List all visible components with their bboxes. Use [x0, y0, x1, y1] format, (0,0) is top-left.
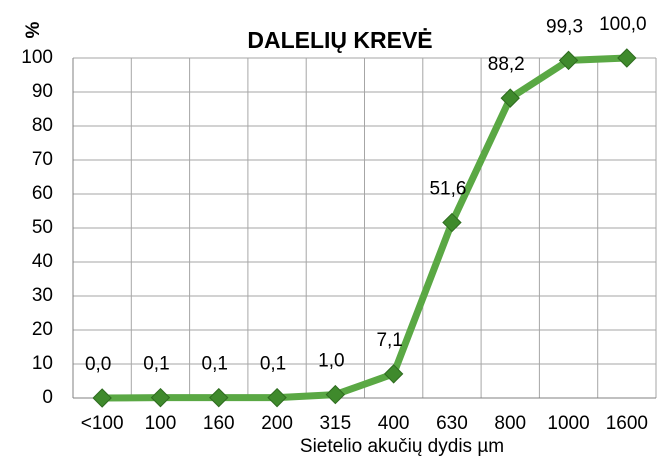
marker — [500, 88, 520, 108]
x-tick-label: 160 — [203, 413, 235, 434]
data-label: 7,1 — [376, 330, 402, 351]
y-tick-label: 40 — [32, 251, 53, 272]
marker — [267, 387, 287, 408]
y-tick-label: 100 — [21, 47, 53, 68]
x-tick-label: 315 — [319, 413, 351, 434]
y-tick-label: 0 — [42, 387, 53, 408]
data-label: 100,0 — [599, 14, 647, 35]
y-axis-label: % — [23, 21, 44, 38]
x-tick-label: 100 — [145, 413, 177, 434]
x-tick-label: 1000 — [547, 413, 589, 434]
x-tick-label: 400 — [378, 413, 410, 434]
y-tick-label: 30 — [32, 285, 53, 306]
y-tick-label: 70 — [32, 149, 53, 170]
y-tick-label: 60 — [32, 183, 53, 204]
x-tick-label: 800 — [494, 413, 526, 434]
marker — [150, 387, 171, 408]
y-tick-label: 90 — [32, 81, 53, 102]
x-tick-label: 200 — [261, 413, 293, 434]
marker — [383, 364, 404, 384]
data-label: 88,2 — [488, 54, 525, 75]
data-line — [102, 54, 627, 402]
data-label: 0,1 — [260, 354, 286, 375]
y-tick-label: 10 — [32, 353, 53, 374]
marker — [209, 387, 229, 408]
y-tick-label: 50 — [32, 217, 53, 238]
marker — [442, 212, 462, 233]
x-tick-label: 1600 — [606, 413, 648, 434]
data-label: 99,3 — [546, 16, 583, 37]
x-tick-label: 630 — [436, 413, 468, 434]
y-tick-label: 20 — [32, 319, 53, 340]
marker — [325, 384, 346, 405]
chart-title: DALELIŲ KREVĖ — [247, 27, 432, 53]
data-label: 0,1 — [143, 354, 169, 375]
marker — [558, 50, 579, 71]
x-tick-label: <100 — [81, 413, 124, 434]
data-label: 0,0 — [85, 354, 111, 375]
data-label: 0,1 — [202, 354, 228, 375]
y-tick-label: 80 — [32, 115, 53, 136]
x-axis-label: Sietelio akučių dydis µm — [300, 436, 504, 457]
data-label: 51,6 — [429, 179, 466, 200]
data-label: 1,0 — [318, 351, 344, 372]
marker — [92, 388, 112, 408]
marker — [617, 48, 637, 68]
